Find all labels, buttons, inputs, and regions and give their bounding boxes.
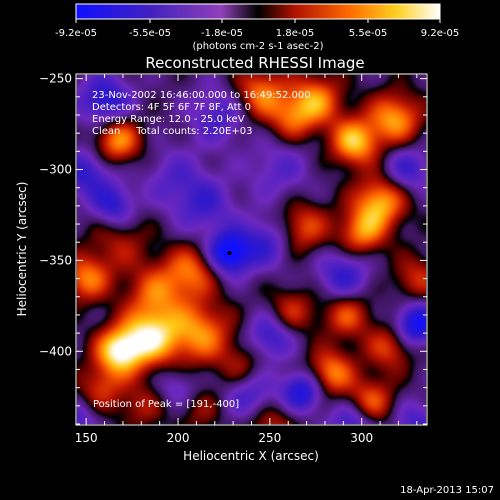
colorbar-ticks [75,19,441,23]
colorbar-tick-label: 5.5e-05 [349,28,387,39]
annotation-detectors: Detectors: 4F 5F 6F 7F 8F, Att 0 [92,102,251,113]
colorbar-gradient [75,3,441,20]
x-tick-label: 200 [167,431,190,445]
x-axis-label: Heliocentric X (arcsec) [183,449,319,463]
y-tick-label: −400 [39,344,72,358]
colorbar-tick-label: -9.2e-05 [55,28,97,39]
x-tick-label: 150 [75,431,98,445]
annotation-energy-range: Energy Range: 12.0 - 25.0 keV [92,114,245,125]
y-axis-label: Heliocentric Y (arcsec) [15,182,29,317]
colorbar-unit-label: (photons cm-2 s-1 asec-2) [192,41,323,52]
info-annotations: 23-Nov-2002 16:46:00.000 to 16:49:52.000… [92,90,311,410]
x-tick-label: 300 [350,431,373,445]
y-tick-labels: −250 −300 −350 −400 [39,72,72,359]
colorbar: -9.2e-05 -5.5e-05 -1.8e-05 1.8e-05 5.5e-… [55,3,459,52]
y-tick-label: −250 [39,72,72,86]
colorbar-tick-label: 1.8e-05 [276,28,314,39]
x-tick-labels: 150 200 250 300 [75,431,373,445]
heatmap-image [77,75,426,424]
y-tick-label: −350 [39,253,72,267]
plot-area: 150 200 250 300 −250 −300 −350 −400 [39,72,428,445]
colorbar-tick-label: 9.2e-05 [421,28,459,39]
colorbar-tick-label: -5.5e-05 [129,28,171,39]
annotation-time-range: 23-Nov-2002 16:46:00.000 to 16:49:52.000 [92,90,311,101]
axis-ticks [76,74,427,425]
chart-title: Reconstructed RHESSI Image [145,54,364,72]
colorbar-tick-labels: -9.2e-05 -5.5e-05 -1.8e-05 1.8e-05 5.5e-… [55,28,459,39]
x-tick-label: 250 [258,431,281,445]
timestamp: 18-Apr-2013 15:07 [400,485,494,496]
y-tick-label: −300 [39,163,72,177]
annotation-clean-counts: Clean Total counts: 2.20E+03 [92,126,252,137]
peak-position-label: Position of Peak = [191,-400] [93,399,239,410]
colorbar-tick-label: -1.8e-05 [201,28,243,39]
peak-marker-dot [227,251,232,256]
